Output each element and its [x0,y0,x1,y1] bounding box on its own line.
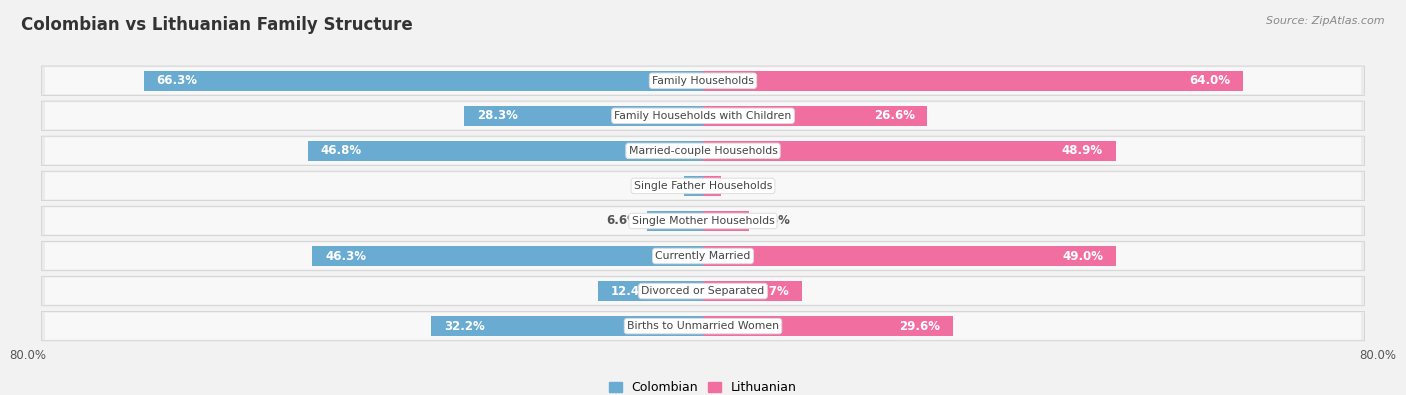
Text: Family Households with Children: Family Households with Children [614,111,792,121]
Legend: Colombian, Lithuanian: Colombian, Lithuanian [605,376,801,395]
Text: 6.6%: 6.6% [606,214,638,228]
Bar [143,71,703,91]
Text: 66.3%: 66.3% [156,74,197,87]
Text: 64.0%: 64.0% [1189,74,1230,87]
Text: 32.2%: 32.2% [444,320,485,333]
FancyBboxPatch shape [42,241,1364,271]
Bar [464,105,703,126]
Bar [703,71,1243,91]
Bar [703,246,1116,266]
FancyBboxPatch shape [45,278,1361,305]
Text: 11.7%: 11.7% [748,284,789,297]
Text: Divorced or Separated: Divorced or Separated [641,286,765,296]
Text: 29.6%: 29.6% [898,320,941,333]
FancyBboxPatch shape [42,136,1364,166]
Text: 2.1%: 2.1% [730,179,762,192]
FancyBboxPatch shape [45,137,1361,164]
Bar [683,176,703,196]
FancyBboxPatch shape [42,311,1364,341]
Bar [703,316,953,336]
Text: Single Mother Households: Single Mother Households [631,216,775,226]
Text: 48.9%: 48.9% [1062,144,1102,157]
FancyBboxPatch shape [45,102,1361,129]
Text: 49.0%: 49.0% [1063,250,1104,263]
FancyBboxPatch shape [42,171,1364,201]
Bar [312,246,703,266]
Text: 28.3%: 28.3% [477,109,517,122]
Text: 46.8%: 46.8% [321,144,361,157]
FancyBboxPatch shape [45,243,1361,269]
Text: Single Father Households: Single Father Households [634,181,772,191]
Text: Currently Married: Currently Married [655,251,751,261]
FancyBboxPatch shape [42,276,1364,306]
Bar [647,211,703,231]
FancyBboxPatch shape [45,67,1361,94]
Bar [599,281,703,301]
FancyBboxPatch shape [42,66,1364,96]
FancyBboxPatch shape [45,312,1361,340]
Text: Source: ZipAtlas.com: Source: ZipAtlas.com [1267,16,1385,26]
Text: 26.6%: 26.6% [873,109,915,122]
FancyBboxPatch shape [42,206,1364,236]
FancyBboxPatch shape [42,101,1364,130]
FancyBboxPatch shape [45,207,1361,235]
Bar [308,141,703,161]
Bar [432,316,703,336]
Text: Births to Unmarried Women: Births to Unmarried Women [627,321,779,331]
Text: 12.4%: 12.4% [612,284,652,297]
Text: Colombian vs Lithuanian Family Structure: Colombian vs Lithuanian Family Structure [21,16,413,34]
Text: 46.3%: 46.3% [325,250,366,263]
Bar [703,281,801,301]
FancyBboxPatch shape [45,172,1361,199]
Bar [703,141,1115,161]
Text: 2.3%: 2.3% [643,179,675,192]
Bar [703,211,748,231]
Text: 5.4%: 5.4% [756,214,790,228]
Bar [703,176,721,196]
Bar [703,105,928,126]
Text: Married-couple Households: Married-couple Households [628,146,778,156]
Text: Family Households: Family Households [652,76,754,86]
